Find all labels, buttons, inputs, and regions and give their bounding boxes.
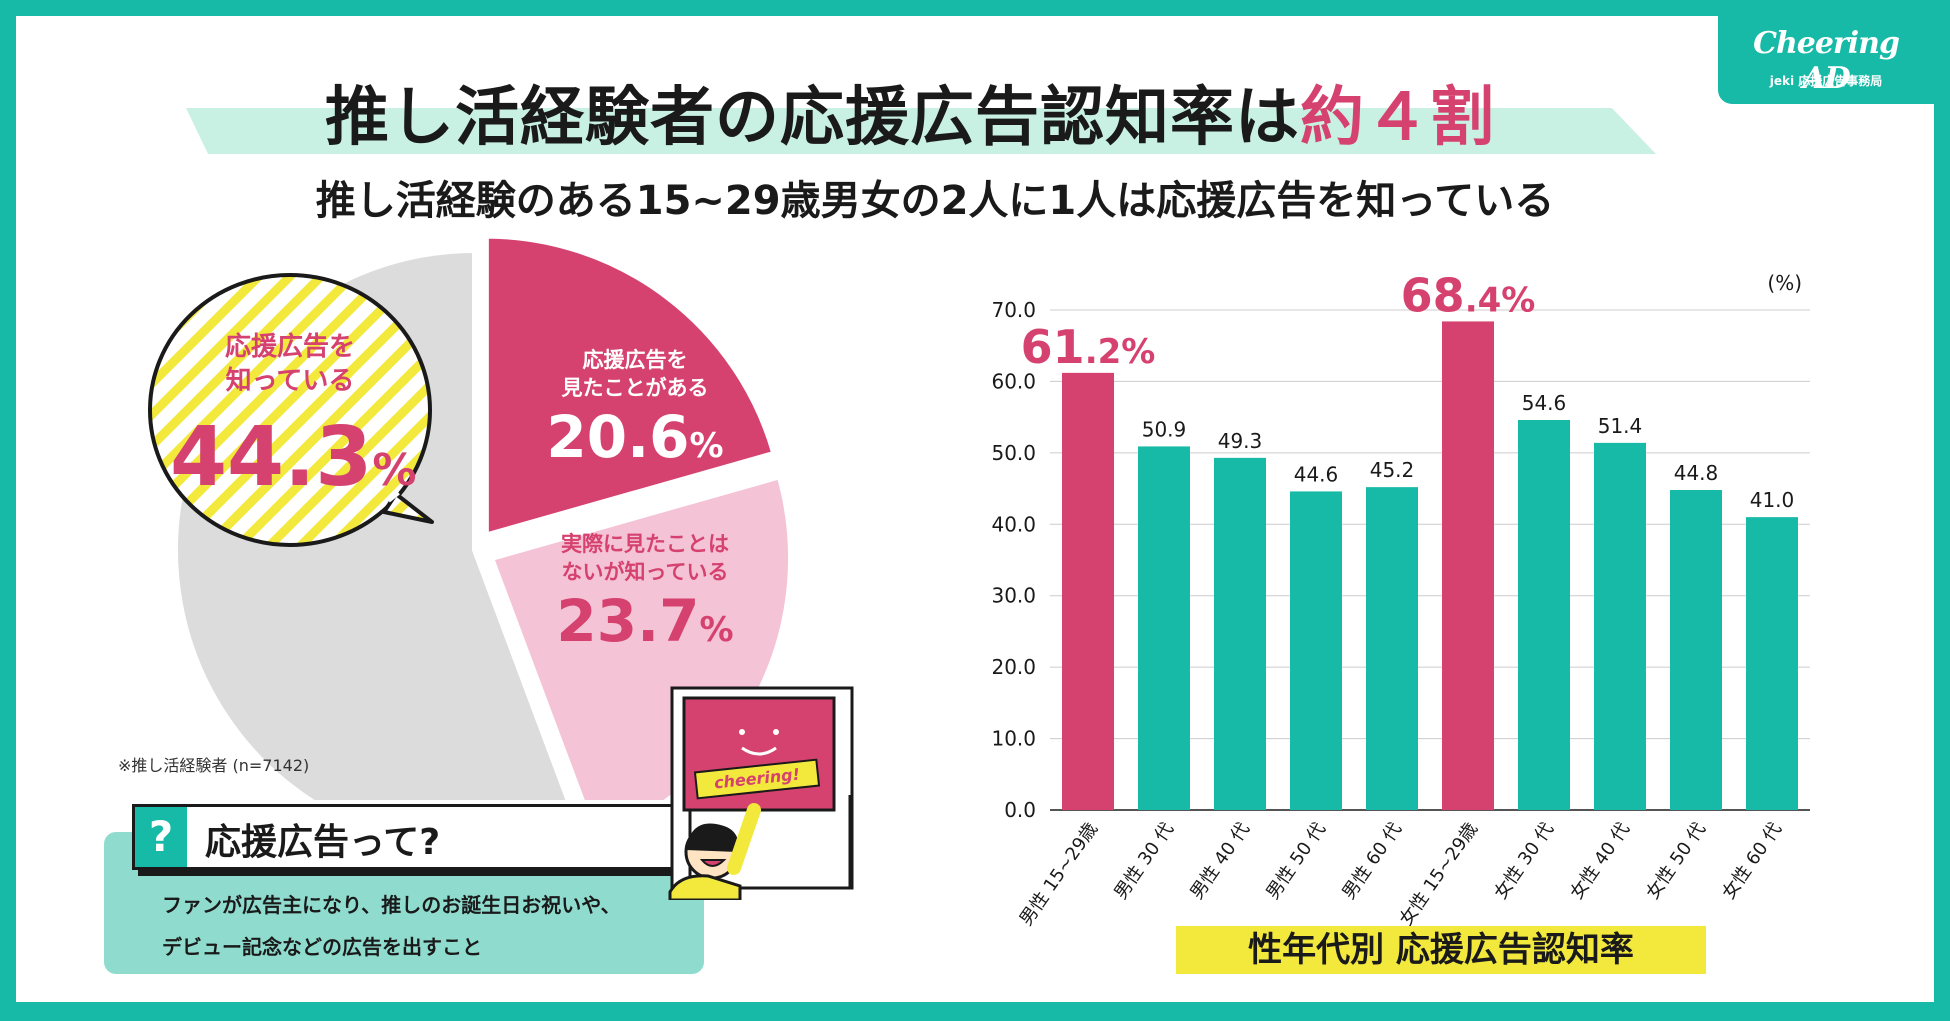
bar-value-label: 45.2 xyxy=(1370,458,1415,482)
x-tick-label: 女性 40 代 xyxy=(1566,819,1634,903)
bar-value-label: 51.4 xyxy=(1598,414,1643,438)
bubble-value-unit: % xyxy=(372,445,417,496)
bar xyxy=(1290,491,1342,810)
bar xyxy=(1138,446,1190,810)
bar xyxy=(1746,517,1798,810)
bar-value-label: 44.6 xyxy=(1294,462,1339,486)
y-tick-label: 30.0 xyxy=(991,584,1036,608)
logo-sub-text: jeki 応援広告事務局 xyxy=(1769,74,1883,88)
bar-value-label: 68.4% xyxy=(1401,270,1536,322)
slice-known-line1: 実際に見たことは xyxy=(561,532,729,556)
slice-seen-line1: 応援広告を xyxy=(582,348,688,372)
y-tick-label: 50.0 xyxy=(991,441,1036,465)
info-body: ファンが広告主になり、推しのお誕生日お祝いや、 デビュー記念などの広告を出すこと xyxy=(162,884,722,968)
bar-chart-caption: 性年代別 応援広告認知率 xyxy=(1176,926,1706,974)
x-tick-label: 女性 15~29歳 xyxy=(1396,819,1482,930)
bar xyxy=(1518,420,1570,810)
bubble-label: 応援広告を 知っている xyxy=(170,330,410,398)
bubble-shape xyxy=(148,273,434,547)
y-tick-label: 10.0 xyxy=(991,727,1036,751)
question-icon: ? xyxy=(135,807,187,867)
bar xyxy=(1214,457,1266,810)
slice-label-seen: 応援広告を 見たことがある 20.6% xyxy=(520,346,750,481)
x-tick-label: 男性 15~29歳 xyxy=(1016,819,1102,930)
cheering-person-illustration: cheering! xyxy=(668,686,854,900)
bubble-value: 44.3% xyxy=(170,410,416,519)
bar-value-label: 61.2% xyxy=(1021,320,1156,374)
slice-seen-line2: 見たことがある xyxy=(561,376,709,400)
slice-known-value: 23.7 xyxy=(556,587,700,655)
slice-label-known: 実際に見たことは ないが知っている 23.7% xyxy=(530,530,760,665)
sample-note: ※推し活経験者 (n=7142) xyxy=(118,756,310,775)
bar-value-label: 41.0 xyxy=(1750,488,1795,512)
bar xyxy=(1594,442,1646,810)
slice-known-line2: ないが知っている xyxy=(561,560,729,584)
bar-value-label: 49.3 xyxy=(1218,429,1263,453)
x-tick-label: 男性 30 代 xyxy=(1110,819,1178,903)
x-tick-label: 女性 30 代 xyxy=(1490,819,1558,903)
x-tick-label: 女性 60 代 xyxy=(1718,819,1786,903)
title-accent: 約４割 xyxy=(1300,81,1495,155)
info-body-line1: ファンが広告主になり、推しのお誕生日お祝いや、 xyxy=(162,893,621,917)
x-tick-label: 男性 50 代 xyxy=(1262,819,1330,903)
slice-seen-unit: % xyxy=(689,426,724,466)
bubble-label-line1: 応援広告を xyxy=(224,332,355,362)
logo-main-text: Cheering AD xyxy=(1753,26,1900,96)
slice-known-unit: % xyxy=(699,610,734,650)
title-highlight-band xyxy=(186,108,1656,154)
bar-value-label: 54.6 xyxy=(1522,391,1567,415)
y-tick-label: 60.0 xyxy=(991,369,1036,393)
bar xyxy=(1062,372,1114,810)
bar xyxy=(1366,487,1418,810)
x-tick-label: 女性 50 代 xyxy=(1642,819,1710,903)
bubble-value-number: 44.3 xyxy=(170,410,373,505)
x-tick-label: 男性 40 代 xyxy=(1186,819,1254,903)
bar xyxy=(1670,490,1722,810)
y-tick-label: 40.0 xyxy=(991,512,1036,536)
bar-value-label: 44.8 xyxy=(1674,461,1719,485)
y-unit-label: (%) xyxy=(1767,271,1802,295)
y-tick-label: 0.0 xyxy=(1004,798,1036,822)
pie-slice-0 xyxy=(482,232,779,540)
info-title: 応援広告って? xyxy=(205,822,441,863)
title-prefix: 推し活経験者の応援広告認知率は xyxy=(325,81,1300,155)
slice-seen-value: 20.6 xyxy=(546,403,690,471)
info-body-line2: デビュー記念などの広告を出すこと xyxy=(162,935,482,959)
y-tick-label: 20.0 xyxy=(991,655,1036,679)
info-title-tag: ? 応援広告って? xyxy=(132,804,708,870)
awareness-bar-chart: 0.0 10.0 20.0 30.0 40.0 50.0 60.0 70.0 61.2% 50.… xyxy=(991,270,1810,930)
cheering-ad-logo: Cheering AD jeki 応援広告事務局 xyxy=(1718,16,1934,104)
y-tick-label: 70.0 xyxy=(991,298,1036,322)
bar-value-label: 50.9 xyxy=(1142,417,1187,441)
page-title: 推し活経験者の応援広告認知率は約４割 xyxy=(180,66,1640,158)
bar xyxy=(1442,321,1494,810)
x-tick-label: 男性 60 代 xyxy=(1338,819,1406,903)
bubble-label-line2: 知っている xyxy=(225,366,355,396)
page-subtitle: 推し活経験のある15~29歳男女の2人に1人は応援広告を知っている xyxy=(315,178,1555,224)
